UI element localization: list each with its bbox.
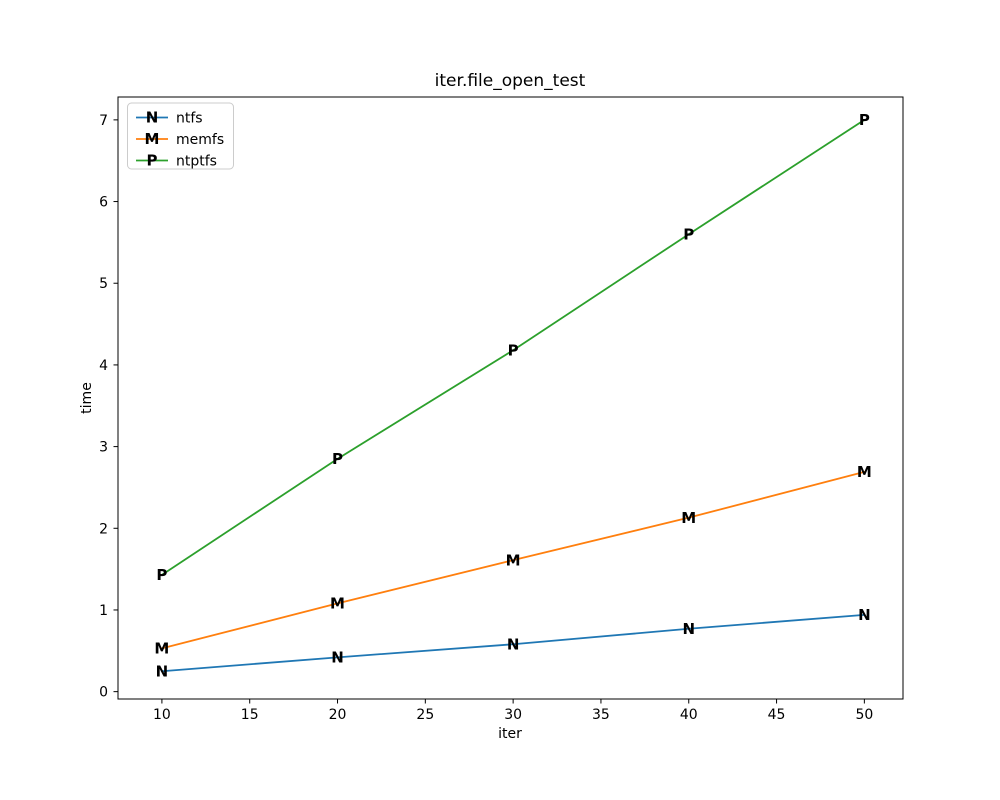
series-marker-memfs: M <box>857 463 872 481</box>
series-marker-ntptfs: P <box>683 225 694 243</box>
y-tick-label: 7 <box>99 113 108 129</box>
x-tick-label: 30 <box>504 707 522 723</box>
series-marker-ntfs: N <box>858 606 871 624</box>
series-line-memfs <box>161 471 866 650</box>
y-tick-label: 3 <box>99 440 108 456</box>
series-marker-ntptfs: P <box>332 450 343 468</box>
x-tick-label: 40 <box>680 707 698 723</box>
series-marker-ntfs: N <box>507 635 520 653</box>
series-line-ntfs <box>161 613 866 673</box>
series-marker-ntptfs: P <box>859 111 870 129</box>
series-marker-ntptfs: P <box>508 341 519 359</box>
y-tick-label: 5 <box>99 276 108 292</box>
x-tick-label: 10 <box>153 707 171 723</box>
y-tick-label: 2 <box>99 521 108 537</box>
y-tick-label: 1 <box>99 603 108 619</box>
y-tick-label: 0 <box>99 685 108 701</box>
series-line-ntptfs <box>161 118 866 576</box>
legend-marker-ntptfs: P <box>147 152 158 170</box>
series-marker-ntfs: N <box>682 620 695 638</box>
legend-label-ntfs: ntfs <box>176 111 203 127</box>
axes-frame <box>117 96 904 700</box>
series-marker-ntptfs: P <box>156 566 167 584</box>
y-tick-label: 6 <box>99 195 108 211</box>
series-marker-ntfs: N <box>156 662 169 680</box>
series-marker-memfs: M <box>154 640 169 658</box>
chart-title: iter.file_open_test <box>435 71 586 91</box>
series-marker-memfs: M <box>330 595 345 613</box>
legend-marker-ntfs: N <box>146 109 159 127</box>
legend-box <box>127 102 234 170</box>
series-marker-memfs: M <box>681 509 696 527</box>
x-tick-label: 45 <box>768 707 786 723</box>
plot-area: 10 15 20 25 30 35 40 45 5001234567NNNNNMMMMMPPPP… <box>99 96 904 723</box>
x-tick-label: 15 <box>241 707 259 723</box>
series-marker-ntfs: N <box>331 649 344 667</box>
x-tick-label: 50 <box>855 707 873 723</box>
x-tick-label: 35 <box>592 707 610 723</box>
y-axis-label: time <box>79 382 95 414</box>
series-marker-memfs: M <box>506 551 521 569</box>
x-axis-label: iter <box>498 726 522 742</box>
legend-label-memfs: memfs <box>176 132 224 148</box>
y-tick-label: 4 <box>99 358 108 374</box>
legend-marker-memfs: M <box>145 130 160 148</box>
legend-label-ntptfs: ntptfs <box>176 154 217 170</box>
x-tick-label: 25 <box>416 707 434 723</box>
x-tick-label: 20 <box>329 707 347 723</box>
